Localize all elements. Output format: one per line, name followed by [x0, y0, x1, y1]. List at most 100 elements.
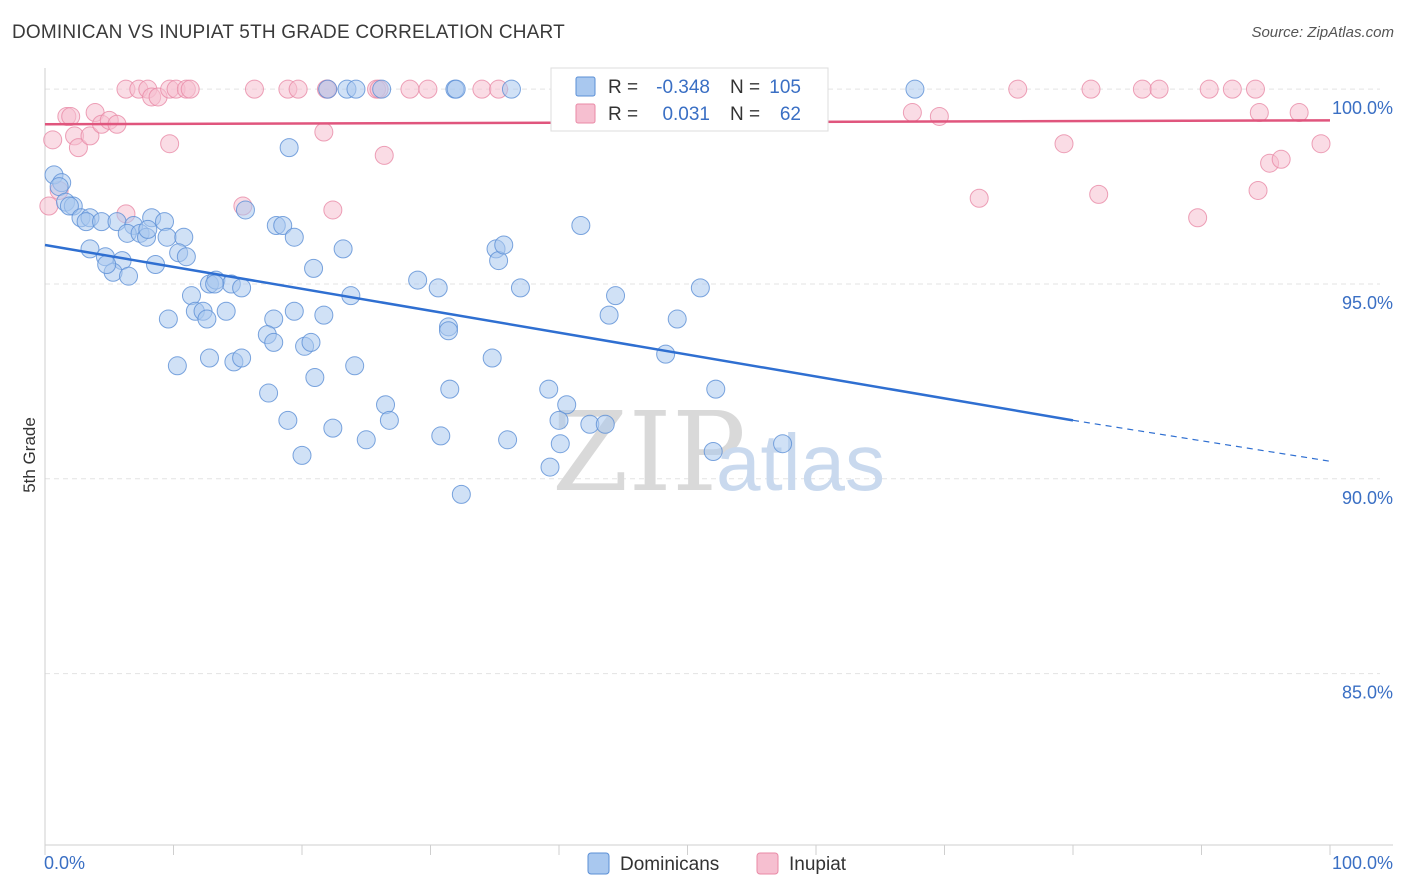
inupiat-point — [1248, 180, 1268, 200]
dominicans-point — [167, 356, 187, 376]
inupiat-point — [1081, 79, 1101, 99]
source-note: Source: ZipAtlas.com — [1251, 24, 1394, 41]
bottom-legend-label-dominicans: Dominicans — [620, 854, 719, 875]
y-tick-label: 95.0% — [1342, 293, 1393, 313]
inupiat-point — [68, 138, 88, 158]
inupiat-point — [1199, 79, 1219, 99]
bottom-legend-swatch-inupiat — [756, 852, 779, 875]
dominicans-point — [550, 434, 570, 454]
dominicans-point — [431, 426, 451, 446]
dominicans-point — [606, 286, 626, 306]
dominicans-point — [498, 430, 518, 450]
dominicans-trend-line — [44, 243, 1074, 422]
dominicans-point — [599, 305, 619, 325]
inupiat-point — [418, 79, 438, 99]
chart-title: DOMINICAN VS INUPIAT 5TH GRADE CORRELATI… — [12, 22, 565, 43]
dominicans-point — [157, 227, 177, 247]
inupiat-point — [323, 200, 343, 220]
inupiat-point — [43, 130, 63, 150]
dominicans-point — [356, 430, 376, 450]
y-axis-title: 5th Grade — [20, 417, 39, 493]
dominicans-point — [259, 383, 279, 403]
dominicans-point — [773, 434, 793, 454]
legend-r-label-dominicans: R = — [608, 77, 638, 98]
dominicans-point — [305, 367, 325, 387]
dominicans-point — [155, 212, 175, 232]
dominicans-point — [667, 309, 687, 329]
y-tick-label: 100.0% — [1332, 98, 1393, 118]
inupiat-point — [400, 79, 420, 99]
watermark-atlas: atlas — [716, 418, 885, 507]
legend-r-value-inupiat: 0.031 — [662, 104, 710, 125]
dominicans-point — [549, 410, 569, 430]
dominicans-point — [59, 196, 79, 216]
dominicans-point — [706, 379, 726, 399]
dominicans-point — [199, 348, 219, 368]
inupiat-point — [1311, 134, 1331, 154]
dominicans-point — [264, 332, 284, 352]
inupiat-point — [1289, 103, 1309, 123]
dominicans-point — [284, 301, 304, 321]
series-legend: Dominicans Inupiat — [587, 852, 847, 875]
dominicans-point — [372, 79, 392, 99]
dominicans-point — [690, 278, 710, 298]
bottom-legend-label-inupiat: Inupiat — [789, 854, 847, 875]
inupiat-point — [969, 188, 989, 208]
dominicans-point — [656, 344, 676, 364]
bottom-legend-swatch-dominicans — [587, 852, 610, 875]
inupiat-point — [1249, 103, 1269, 123]
inupiat-point — [61, 106, 81, 126]
dominicans-point — [158, 309, 178, 329]
dominicans-point — [376, 395, 396, 415]
dominicans-point — [314, 305, 334, 325]
inupiat-point — [80, 126, 100, 146]
dominicans-point — [318, 79, 338, 99]
dominicans-point — [540, 457, 560, 477]
dominicans-point — [346, 79, 366, 99]
dominicans-point — [273, 216, 293, 236]
dominicans-point — [438, 321, 458, 341]
dominicans-point — [408, 270, 428, 290]
legend-n-label-inupiat: N = — [730, 104, 760, 125]
stats-legend-box — [550, 67, 829, 132]
dominicans-point — [279, 138, 299, 158]
dominicans-point — [304, 258, 324, 278]
inupiat-point — [472, 79, 492, 99]
inupiat-point — [39, 196, 59, 216]
dominicans-point — [510, 278, 530, 298]
dominicans-point — [284, 227, 304, 247]
dominicans-point — [703, 442, 723, 461]
dominicans-point — [138, 219, 158, 239]
inupiat-point — [1271, 149, 1291, 169]
inupiat-point — [1188, 208, 1208, 228]
inupiat-point — [1222, 79, 1242, 99]
legend-r-value-dominicans: -0.348 — [656, 77, 710, 98]
dominicans-point — [428, 278, 448, 298]
dominicans-point — [292, 445, 312, 465]
dominicans-point — [176, 247, 196, 267]
dominicans-point — [181, 286, 201, 306]
dominicans-point — [451, 484, 471, 504]
inupiat-point — [1089, 184, 1109, 204]
dominicans-point — [232, 348, 252, 368]
dominicans-point — [379, 410, 399, 430]
dominicans-point — [440, 379, 460, 399]
y-tick-label: 90.0% — [1342, 488, 1393, 508]
dominicans-point — [494, 235, 514, 255]
inupiat-point — [1245, 79, 1265, 99]
dominicans-point — [333, 239, 353, 259]
dominicans-point — [446, 79, 466, 99]
legend-n-value-inupiat: 62 — [780, 104, 801, 125]
legend-swatch-dominicans — [575, 76, 596, 97]
inupiat-point — [244, 79, 264, 99]
inupiat-point — [314, 122, 334, 142]
inupiat-point — [1132, 79, 1152, 99]
dominicans-points — [44, 79, 925, 504]
dominicans-point — [216, 301, 236, 321]
y-tick-label: 85.0% — [1342, 683, 1393, 703]
inupiat-point — [180, 79, 200, 99]
dominicans-point — [501, 79, 521, 99]
inupiat-point — [1054, 134, 1074, 154]
x-tick-label-max: 100.0% — [1332, 853, 1393, 873]
